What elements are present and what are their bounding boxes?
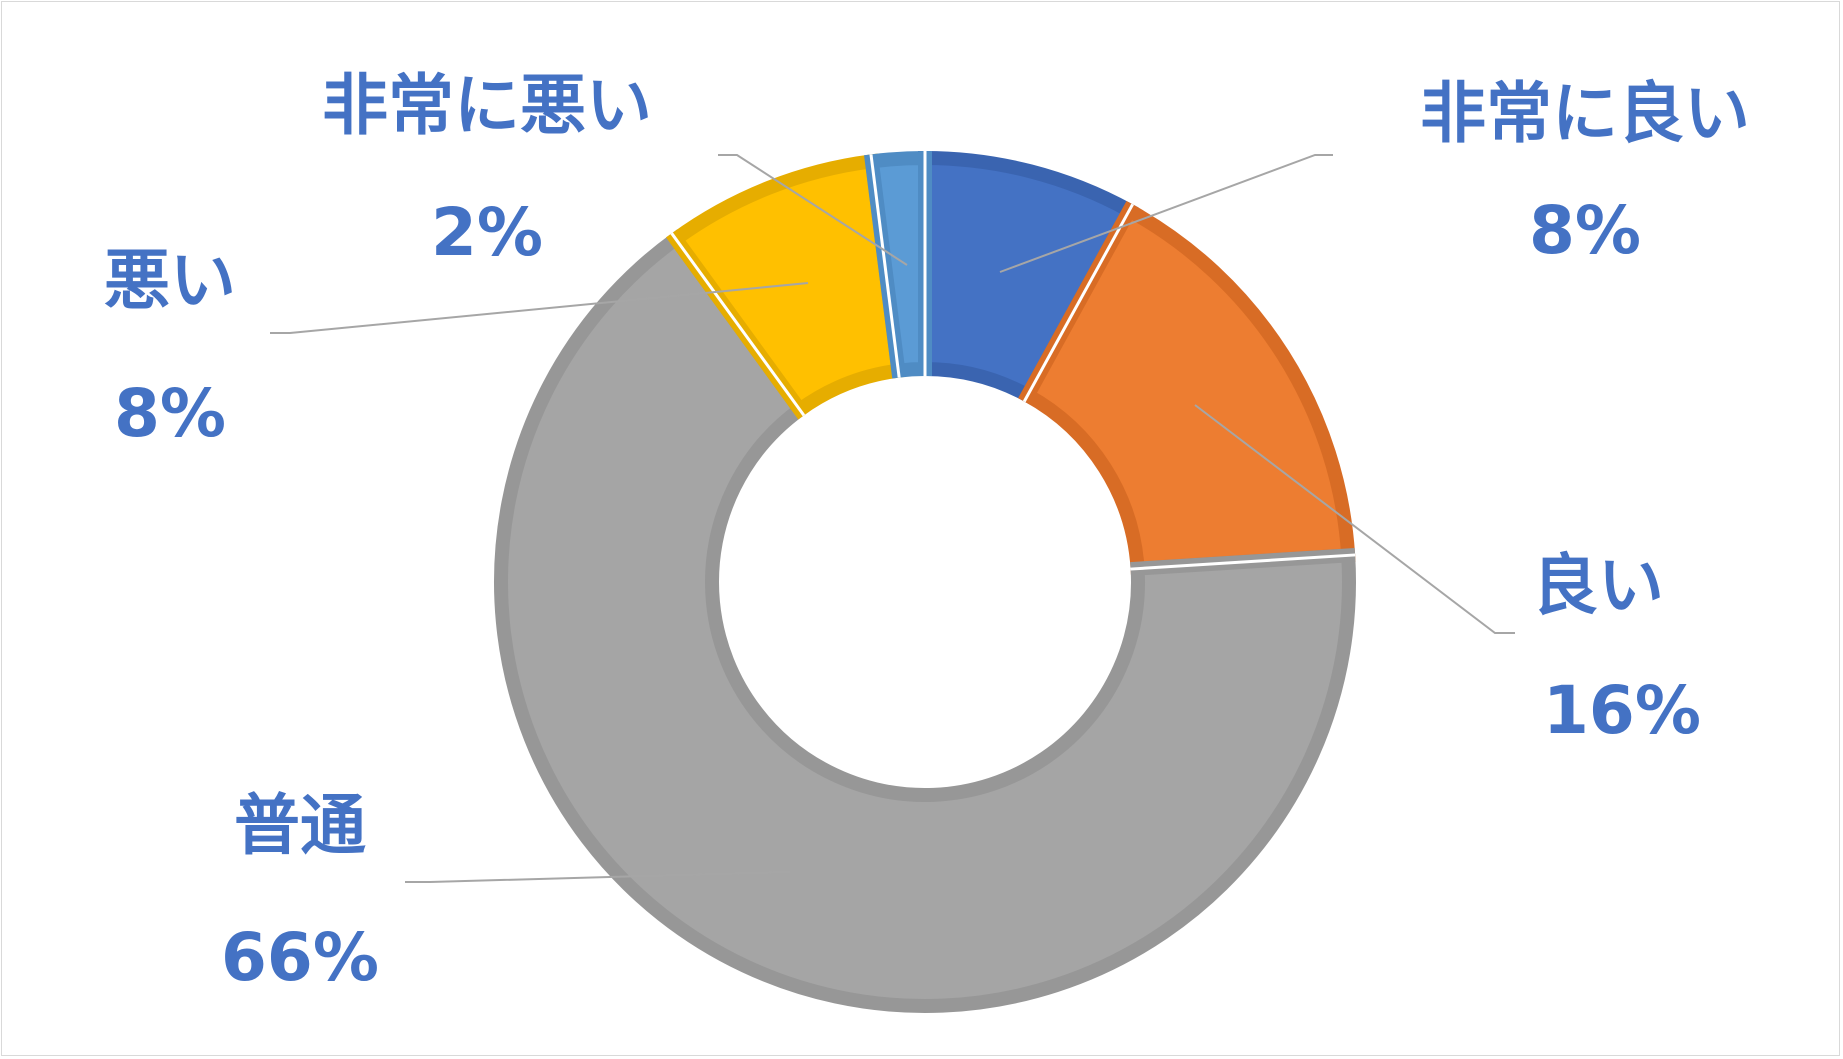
percent-bad: 8%: [114, 375, 226, 452]
leader-line-very-bad: [718, 154, 908, 266]
percent-good: 16%: [1543, 672, 1701, 749]
leader-line-good: [1194, 404, 1515, 634]
percent-very-bad: 2%: [431, 194, 543, 271]
percent-normal: 66%: [221, 919, 379, 996]
leader-line-normal: [405, 871, 791, 883]
leader-line-bad: [270, 282, 809, 334]
label-bad: 悪い: [104, 242, 236, 319]
slice-normal: [494, 229, 1356, 1013]
leader-lines-group: [270, 154, 1515, 883]
slices-group: [494, 150, 1356, 1013]
slice-separator: [670, 232, 806, 417]
label-very-good: 非常に良い: [1420, 75, 1750, 152]
percent-very-good: 8%: [1529, 192, 1641, 269]
label-good: 良い: [1532, 547, 1664, 624]
slice-separator: [1022, 203, 1134, 403]
labels-group: 非常に良い 8% 良い 16% 普通 66% 悪い 8% 非常に悪い 2%: [104, 67, 1750, 996]
label-very-bad: 非常に悪い: [322, 67, 652, 144]
label-normal: 普通: [234, 787, 366, 864]
slice-separator: [869, 154, 901, 378]
leader-line-very-good: [999, 154, 1333, 273]
slice-good: [1018, 200, 1356, 577]
slice-separator: [1130, 553, 1356, 571]
